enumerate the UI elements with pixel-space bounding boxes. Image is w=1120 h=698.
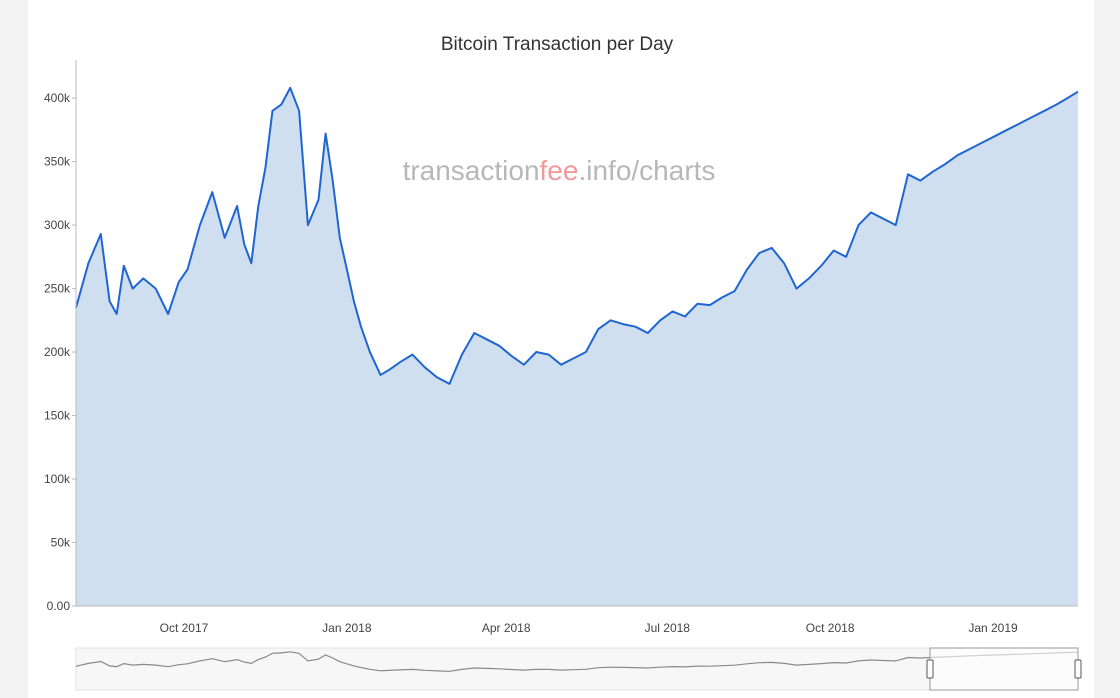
x-axis-ticks: Oct 2017 Jan 2018 Apr 2018 Jul 2018 Oct 2018…	[160, 621, 1018, 635]
navigator-line	[75, 651, 1079, 672]
chart: Bitcoin Transaction per Day transactionf…	[44, 34, 1082, 691]
y-tick-label: 100k	[44, 472, 71, 486]
y-tick-label: 250k	[44, 282, 71, 296]
x-tick-label: Oct 2017	[160, 621, 209, 635]
y-tick-label: 400k	[44, 91, 71, 105]
navigator-handle-right[interactable]	[1074, 659, 1082, 679]
chart-title: Bitcoin Transaction per Day	[441, 34, 674, 55]
x-tick-label: Oct 2018	[806, 621, 855, 635]
watermark: transactionfee.info/charts	[403, 155, 716, 186]
y-tick-label: 200k	[44, 345, 71, 359]
x-tick-label: Jan 2018	[322, 621, 372, 635]
y-tick-label: 350k	[44, 155, 71, 169]
y-tick-label: 300k	[44, 218, 71, 232]
range-navigator[interactable]	[75, 647, 1082, 691]
y-tick-label: 50k	[51, 536, 71, 550]
x-tick-label: Jul 2018	[645, 621, 691, 635]
chart-panel: Bitcoin Transaction per Day transactionf…	[28, 0, 1094, 698]
x-tick-label: Apr 2018	[482, 621, 531, 635]
y-tick-label: 0.00	[47, 599, 71, 613]
navigator-selection[interactable]	[929, 647, 1079, 691]
series-area	[76, 87, 1078, 606]
y-axis-ticks: 0.00 50k 100k 150k 200k 250k 300k 350k 400k	[44, 91, 76, 613]
x-tick-label: Jan 2019	[968, 621, 1018, 635]
y-tick-label: 150k	[44, 409, 71, 423]
series-line	[75, 86, 1079, 385]
navigator-handle-left[interactable]	[926, 659, 934, 679]
